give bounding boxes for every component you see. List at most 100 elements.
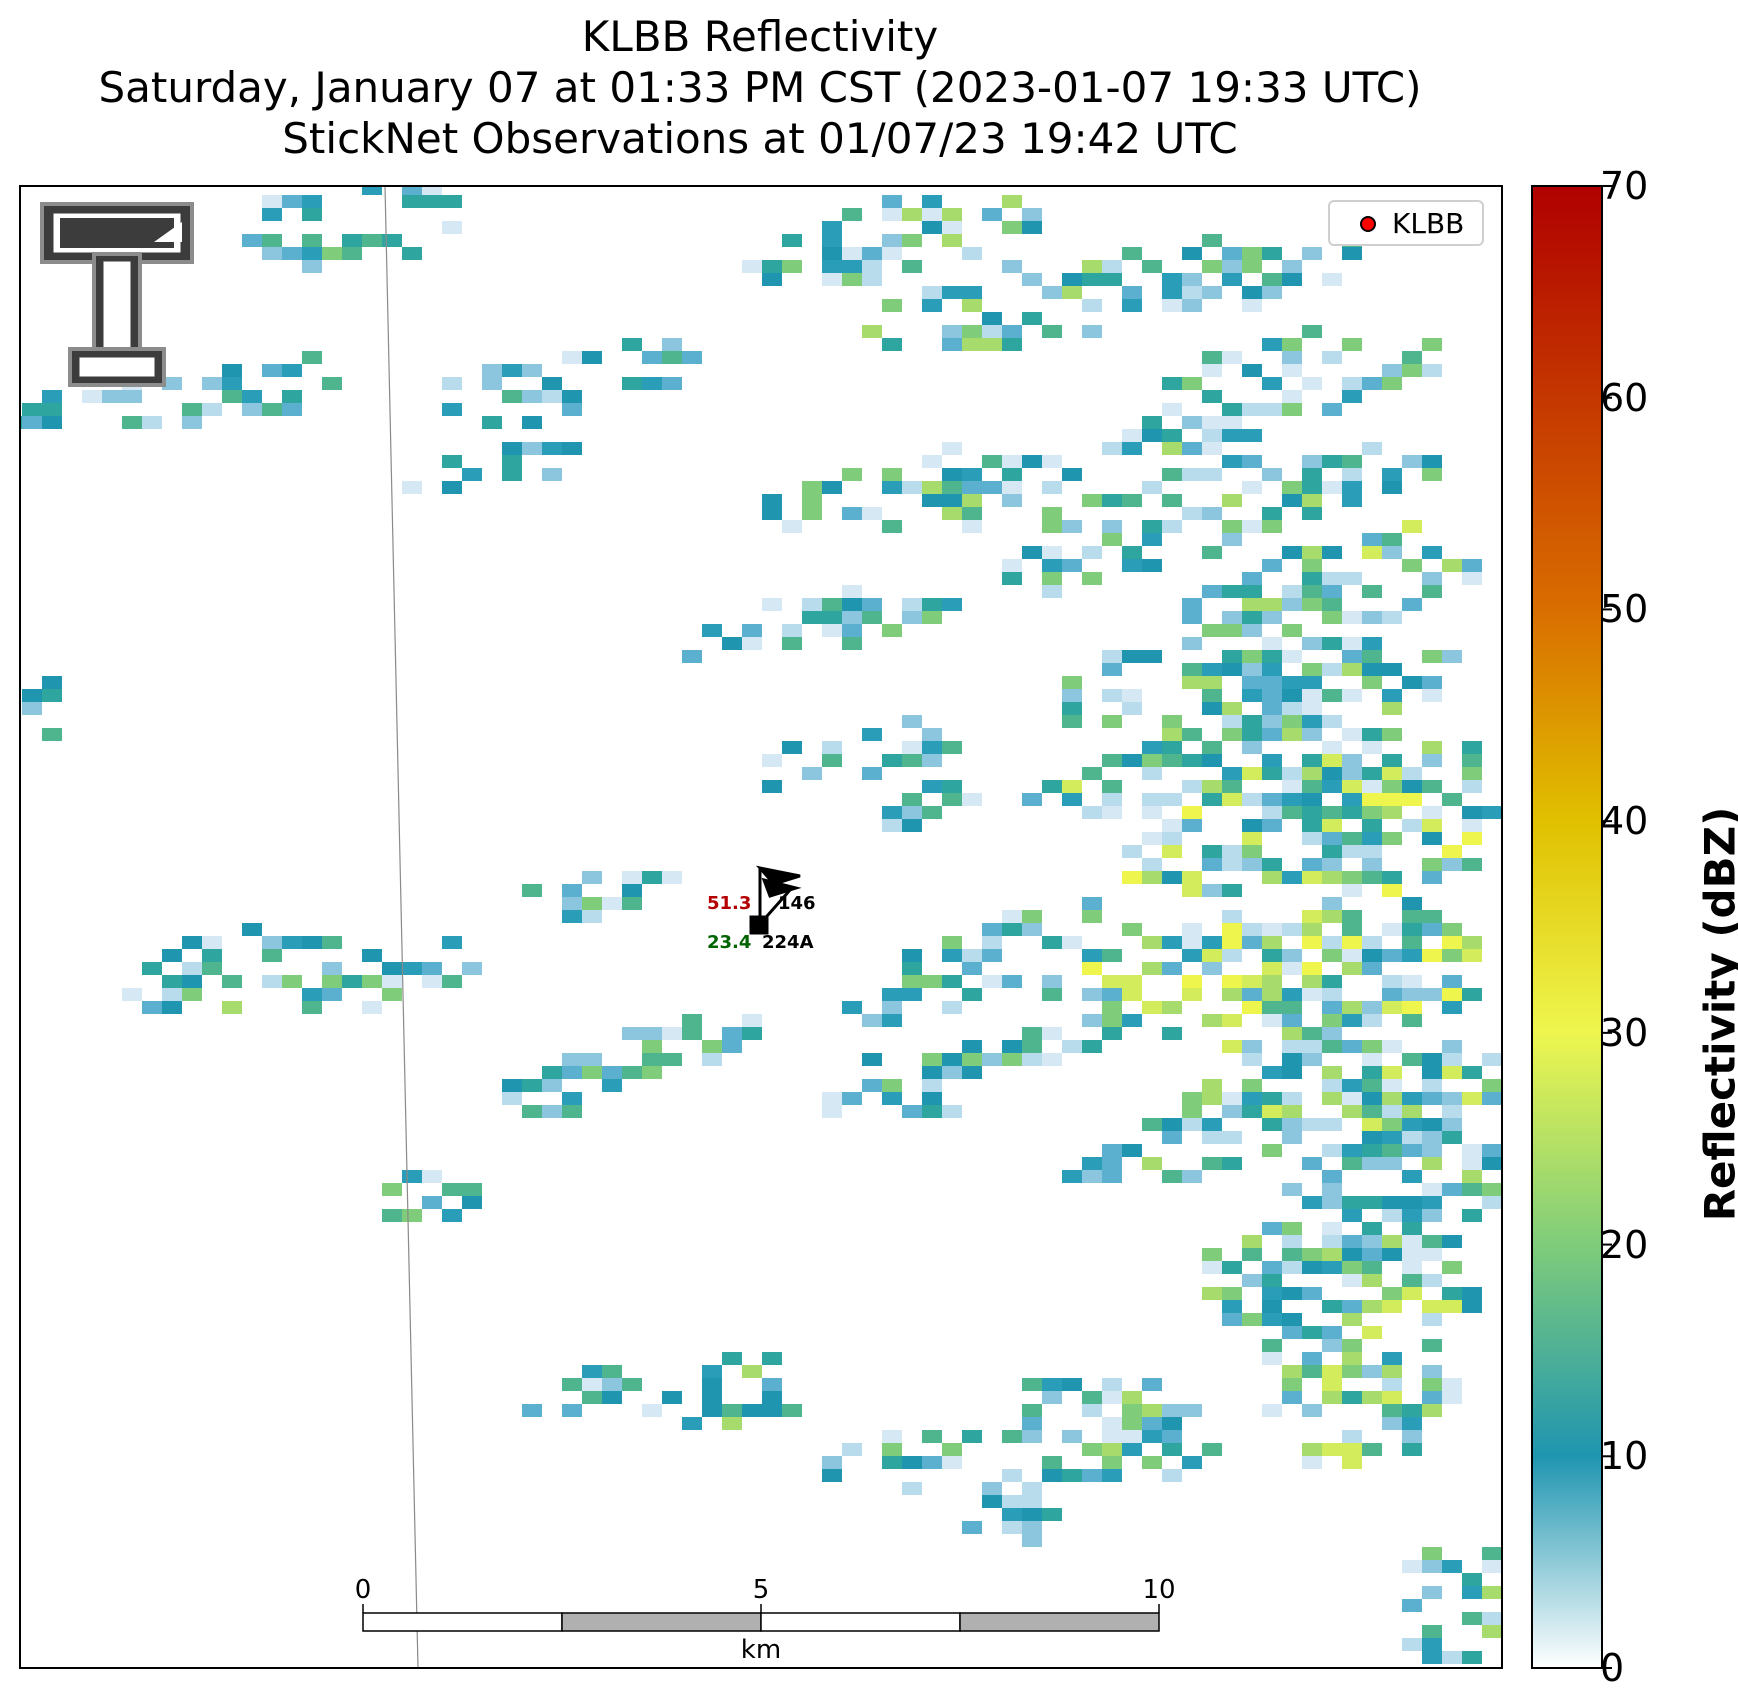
reflectivity-pixel <box>1342 572 1362 585</box>
reflectivity-pixel <box>1242 988 1262 1001</box>
reflectivity-pixel <box>1422 871 1442 884</box>
reflectivity-pixel <box>1162 741 1182 754</box>
reflectivity-pixel <box>1242 975 1262 988</box>
reflectivity-pixel <box>882 1092 902 1105</box>
reflectivity-pixel <box>762 273 782 286</box>
reflectivity-pixel <box>1402 1209 1422 1222</box>
reflectivity-pixel <box>1162 754 1182 767</box>
reflectivity-pixel <box>1342 923 1362 936</box>
reflectivity-pixel <box>282 390 302 403</box>
reflectivity-pixel <box>1442 1053 1462 1066</box>
reflectivity-pixel <box>1242 715 1262 728</box>
reflectivity-pixel <box>1282 1365 1302 1378</box>
reflectivity-pixel <box>1262 1404 1282 1417</box>
reflectivity-pixel <box>1462 1573 1482 1586</box>
reflectivity-pixel <box>922 741 942 754</box>
reflectivity-pixel <box>942 494 962 507</box>
reflectivity-pixel <box>282 195 302 208</box>
reflectivity-pixel <box>1302 546 1322 559</box>
reflectivity-pixel <box>562 1053 582 1066</box>
reflectivity-pixel <box>1322 715 1342 728</box>
reflectivity-pixel <box>1222 1092 1242 1105</box>
reflectivity-pixel <box>1262 793 1282 806</box>
reflectivity-pixel <box>582 1391 602 1404</box>
reflectivity-pixel <box>762 598 782 611</box>
reflectivity-pixel <box>1102 806 1122 819</box>
reflectivity-pixel <box>582 1378 602 1391</box>
reflectivity-pixel <box>322 936 342 949</box>
reflectivity-pixel <box>962 325 982 338</box>
reflectivity-pixel <box>1262 338 1282 351</box>
reflectivity-pixel <box>242 923 262 936</box>
reflectivity-pixel <box>602 897 622 910</box>
reflectivity-pixel <box>1082 494 1102 507</box>
reflectivity-pixel <box>442 975 462 988</box>
reflectivity-pixel <box>42 728 62 741</box>
reflectivity-pixel <box>1022 910 1042 923</box>
reflectivity-pixel <box>1442 793 1462 806</box>
reflectivity-pixel <box>1302 1027 1322 1040</box>
reflectivity-pixel <box>1362 949 1382 962</box>
reflectivity-pixel <box>1422 546 1442 559</box>
reflectivity-pixel <box>902 754 922 767</box>
reflectivity-pixel <box>1242 650 1262 663</box>
reflectivity-pixel <box>1242 845 1262 858</box>
reflectivity-pixel <box>342 975 362 988</box>
reflectivity-pixel <box>1102 1378 1122 1391</box>
reflectivity-pixel <box>1282 403 1302 416</box>
reflectivity-pixel <box>382 975 402 988</box>
reflectivity-pixel <box>1222 650 1242 663</box>
reflectivity-pixel <box>1302 637 1322 650</box>
reflectivity-pixel <box>522 364 542 377</box>
reflectivity-pixel <box>1042 1508 1062 1521</box>
reflectivity-pixel <box>422 169 442 182</box>
reflectivity-pixel <box>1142 936 1162 949</box>
reflectivity-pixel <box>1402 1053 1422 1066</box>
reflectivity-pixel <box>1342 793 1362 806</box>
reflectivity-pixel <box>1462 858 1482 871</box>
reflectivity-pixel <box>522 416 542 429</box>
reflectivity-pixel <box>1142 1118 1162 1131</box>
reflectivity-pixel <box>1442 1287 1462 1300</box>
reflectivity-pixel <box>922 1105 942 1118</box>
reflectivity-pixel <box>1042 1378 1062 1391</box>
reflectivity-pixel <box>1322 689 1342 702</box>
reflectivity-pixel <box>502 442 522 455</box>
reflectivity-pixel <box>1002 1495 1022 1508</box>
reflectivity-pixel <box>1362 936 1382 949</box>
reflectivity-pixel <box>1362 858 1382 871</box>
reflectivity-pixel <box>1422 819 1442 832</box>
reflectivity-pixel <box>842 1092 862 1105</box>
reflectivity-pixel <box>1122 1417 1142 1430</box>
reflectivity-pixel <box>1262 676 1282 689</box>
reflectivity-pixel <box>1422 338 1442 351</box>
reflectivity-pixel <box>442 377 462 390</box>
reflectivity-pixel <box>1202 468 1222 481</box>
reflectivity-pixel <box>1022 923 1042 936</box>
reflectivity-pixel <box>1262 1287 1282 1300</box>
reflectivity-pixel <box>382 169 402 182</box>
reflectivity-pixel <box>142 416 162 429</box>
reflectivity-pixel <box>182 416 202 429</box>
reflectivity-pixel <box>1242 364 1262 377</box>
reflectivity-pixel <box>1422 650 1442 663</box>
reflectivity-pixel <box>1362 767 1382 780</box>
reflectivity-pixel <box>1202 780 1222 793</box>
reflectivity-pixel <box>982 936 1002 949</box>
reflectivity-pixel <box>302 195 322 208</box>
reflectivity-pixel <box>942 338 962 351</box>
reflectivity-pixel <box>702 1053 722 1066</box>
reflectivity-pixel <box>1302 559 1322 572</box>
reflectivity-pixel <box>422 1196 442 1209</box>
reflectivity-pixel <box>1482 1092 1502 1105</box>
reflectivity-pixel <box>1182 728 1202 741</box>
reflectivity-pixel <box>542 468 562 481</box>
reflectivity-pixel <box>1322 1261 1342 1274</box>
reflectivity-pixel <box>1422 858 1442 871</box>
reflectivity-pixel <box>1382 546 1402 559</box>
reflectivity-pixel <box>1382 1066 1402 1079</box>
reflectivity-pixel <box>1342 910 1362 923</box>
reflectivity-pixel <box>1282 260 1302 273</box>
reflectivity-pixel <box>1342 1274 1362 1287</box>
reflectivity-pixel <box>1122 494 1142 507</box>
